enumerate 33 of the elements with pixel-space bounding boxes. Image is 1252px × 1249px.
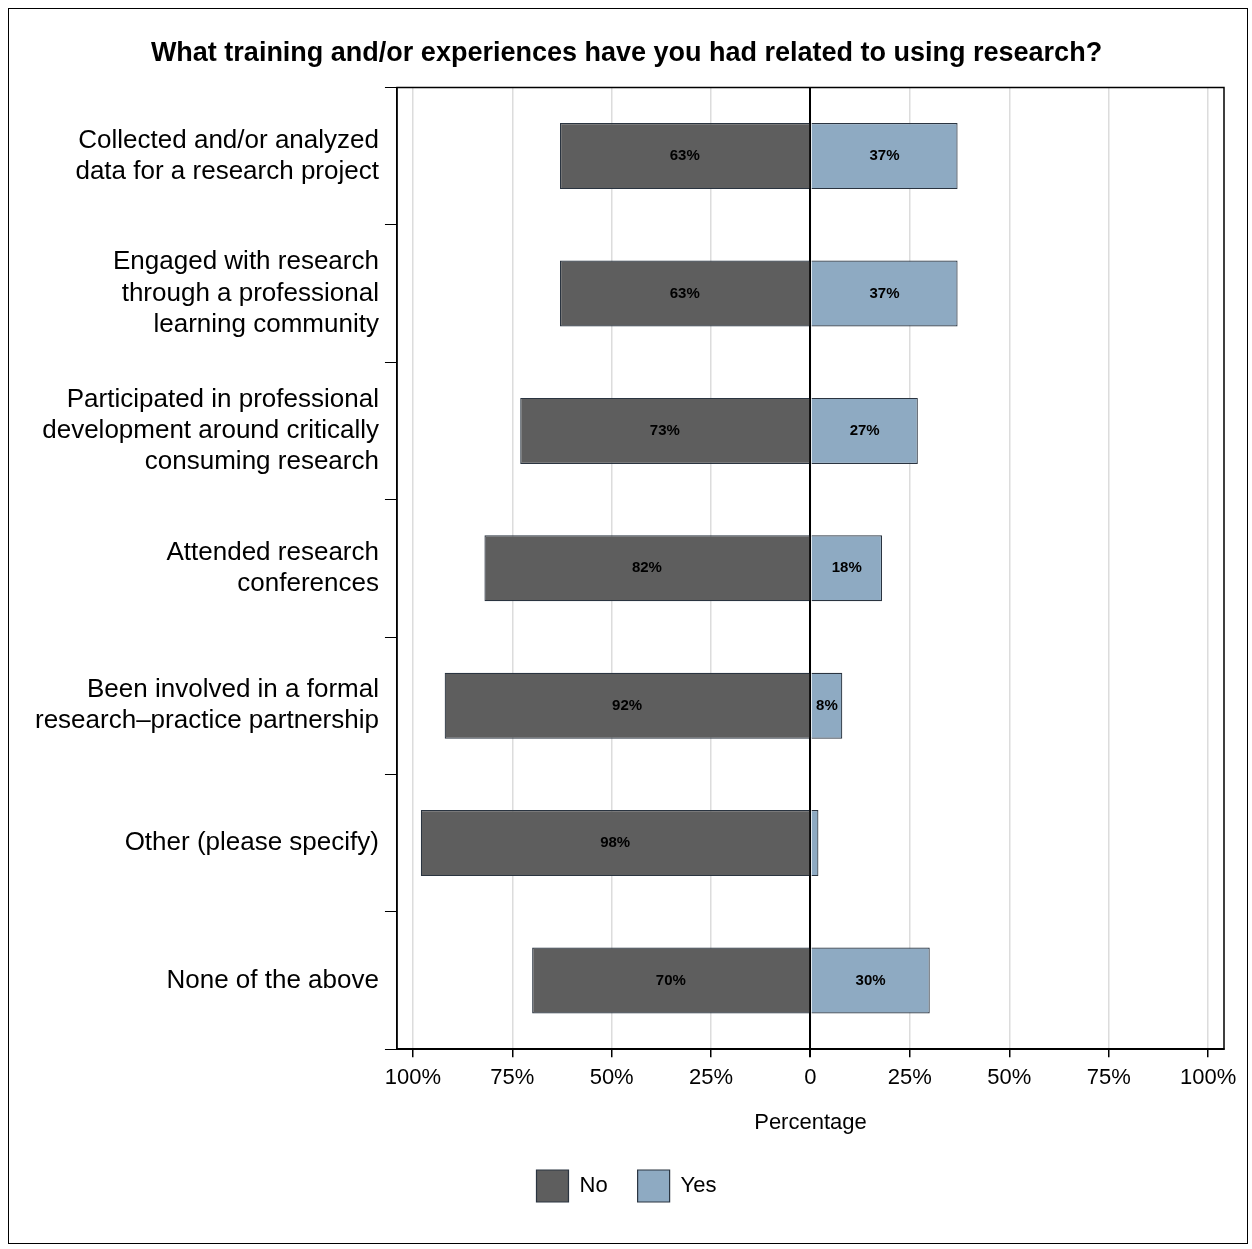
x-tick-label: 100%: [384, 1064, 441, 1090]
x-tick-label: 50%: [589, 1064, 634, 1090]
data-label: 37%: [869, 146, 900, 164]
x-tick-label: 100%: [1179, 1064, 1237, 1090]
y-tick-label: None of the above: [166, 963, 379, 994]
y-tick-label: Collected and/or analyzed data for a research project: [75, 123, 380, 185]
legend-label: No: [579, 1172, 608, 1198]
y-tick-label: Attended research conferences: [166, 535, 379, 598]
data-label: 70%: [655, 970, 686, 988]
data-label: 30%: [855, 970, 886, 988]
y-tick-label: Engaged with research through a professional learning community: [113, 245, 379, 338]
data-label: 8%: [816, 695, 838, 713]
data-label: 82%: [631, 558, 662, 576]
data-label: 63%: [669, 283, 700, 301]
data-label: 73%: [649, 421, 680, 439]
data-label: 63%: [669, 146, 700, 164]
data-label: 27%: [849, 421, 880, 439]
data-label: 18%: [831, 558, 862, 576]
data-label: 92%: [612, 695, 643, 713]
y-tick-label: Been involved in a formal research–practice partnership: [34, 673, 379, 735]
chart-title: What training and/or experiences have you had related to using research?: [150, 36, 1103, 67]
x-axis-title: Percentage: [754, 1108, 867, 1134]
legend-label: Yes: [680, 1172, 717, 1198]
x-tick-label: 75%: [490, 1064, 535, 1090]
y-tick-label: Participated in professional development around critically consuming research: [42, 382, 379, 476]
x-tick-label: 50%: [987, 1064, 1032, 1090]
x-tick-label: 25%: [689, 1064, 734, 1090]
x-tick-label: 75%: [1086, 1064, 1131, 1090]
data-label: 98%: [600, 833, 631, 851]
y-tick-label: Other (please specify): [124, 826, 379, 857]
data-label: 37%: [869, 283, 900, 301]
x-tick-label: 25%: [887, 1064, 932, 1090]
x-tick-label: 0: [804, 1064, 817, 1090]
